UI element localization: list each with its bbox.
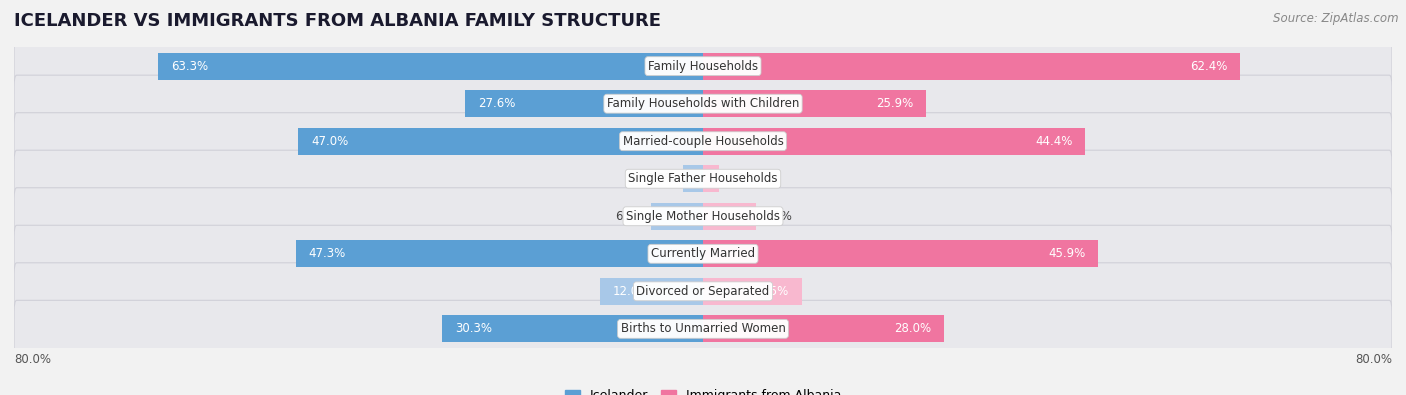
Bar (651, 203, 703, 230)
FancyBboxPatch shape (14, 150, 1392, 207)
Bar (703, 315, 945, 342)
Text: 30.3%: 30.3% (456, 322, 492, 335)
Text: Currently Married: Currently Married (651, 247, 755, 260)
Text: Divorced or Separated: Divorced or Separated (637, 285, 769, 298)
Text: 27.6%: 27.6% (478, 97, 516, 110)
Text: 45.9%: 45.9% (1047, 247, 1085, 260)
Bar (298, 128, 703, 155)
Text: 12.0%: 12.0% (613, 285, 650, 298)
Bar (599, 278, 703, 305)
FancyBboxPatch shape (14, 188, 1392, 245)
Text: 25.9%: 25.9% (876, 97, 912, 110)
Bar (703, 240, 1098, 267)
Bar (703, 165, 720, 192)
Text: 1.9%: 1.9% (727, 172, 756, 185)
Text: Family Households with Children: Family Households with Children (607, 97, 799, 110)
Text: 11.5%: 11.5% (752, 285, 789, 298)
FancyBboxPatch shape (14, 113, 1392, 170)
Text: 6.1%: 6.1% (762, 210, 793, 223)
Text: 2.3%: 2.3% (647, 172, 676, 185)
Text: Source: ZipAtlas.com: Source: ZipAtlas.com (1274, 12, 1399, 25)
Text: 63.3%: 63.3% (170, 60, 208, 73)
Text: 62.4%: 62.4% (1189, 60, 1227, 73)
Bar (441, 315, 703, 342)
FancyBboxPatch shape (14, 38, 1392, 95)
Text: ICELANDER VS IMMIGRANTS FROM ALBANIA FAMILY STRUCTURE: ICELANDER VS IMMIGRANTS FROM ALBANIA FAM… (14, 12, 661, 30)
Text: Married-couple Households: Married-couple Households (623, 135, 783, 148)
Bar (683, 165, 703, 192)
Bar (157, 53, 703, 80)
Bar (703, 203, 755, 230)
Bar (703, 90, 927, 117)
Legend: Icelander, Immigrants from Albania: Icelander, Immigrants from Albania (560, 384, 846, 395)
Text: 80.0%: 80.0% (14, 353, 51, 366)
Text: 6.0%: 6.0% (614, 210, 644, 223)
Text: Births to Unmarried Women: Births to Unmarried Women (620, 322, 786, 335)
FancyBboxPatch shape (14, 225, 1392, 282)
FancyBboxPatch shape (14, 300, 1392, 357)
Text: 47.3%: 47.3% (308, 247, 346, 260)
Bar (703, 53, 1240, 80)
Bar (465, 90, 703, 117)
Text: Single Father Households: Single Father Households (628, 172, 778, 185)
Text: 47.0%: 47.0% (311, 135, 349, 148)
Bar (703, 128, 1085, 155)
Text: 44.4%: 44.4% (1035, 135, 1073, 148)
Bar (295, 240, 703, 267)
Text: 80.0%: 80.0% (1355, 353, 1392, 366)
Text: 28.0%: 28.0% (894, 322, 931, 335)
FancyBboxPatch shape (14, 263, 1392, 320)
Bar (703, 278, 801, 305)
Text: Family Households: Family Households (648, 60, 758, 73)
Text: Single Mother Households: Single Mother Households (626, 210, 780, 223)
FancyBboxPatch shape (14, 75, 1392, 132)
